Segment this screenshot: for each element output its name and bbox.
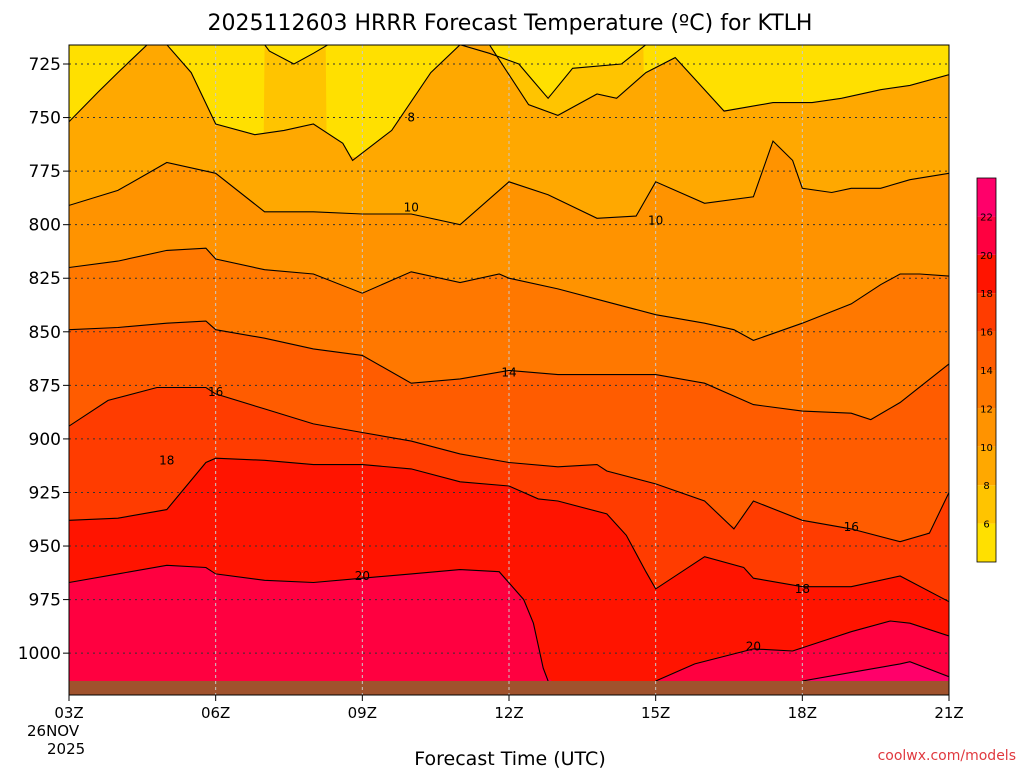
contour-labels: 8 10 10 14 16 18 16 20 18 20 (159, 111, 859, 654)
contour-10C-0 (69, 140, 949, 226)
x-tick-label-03Z: 03Z (54, 704, 83, 722)
y-tick-label-750: 750 (29, 109, 61, 129)
colorbar-band-6-8 (977, 485, 996, 524)
x-tick-label-21Z: 21Z (934, 704, 963, 722)
y-tick-label-875: 875 (29, 376, 61, 396)
y-tick-label-975: 975 (29, 591, 61, 611)
contour-label-4: 16 (208, 385, 223, 399)
colorbar-tick-6: 6 (983, 520, 989, 531)
colorbar-band-8-10 (977, 446, 996, 486)
y-tick-label-900: 900 (29, 430, 61, 450)
band-22C (69, 662, 949, 681)
contour-6C-0 (264, 45, 329, 65)
contour-22C-0 (802, 661, 949, 681)
colorbar-tick-18: 18 (980, 289, 993, 300)
chart-title: 2025112603 HRRR Forecast Temperature (ºC… (208, 11, 813, 36)
contour-label-8: 18 (795, 582, 810, 596)
colorbar-frame (976, 177, 997, 563)
colorbar: 6 8 10 12 14 16 18 20 22 (976, 177, 997, 563)
contour-20C-1 (655, 620, 949, 681)
colorbar-tick-12: 12 (980, 404, 993, 415)
contour-lines (69, 45, 949, 681)
y-tick-label-850: 850 (29, 323, 61, 343)
y-tick-label-725: 725 (29, 55, 61, 75)
contour-label-9: 20 (746, 640, 761, 654)
colorbar-band-10-12 (977, 408, 996, 447)
x-start-date-line1: 26NOV (27, 722, 80, 740)
x-axis: 03Z 06Z 09Z 12Z 15Z 18Z 21Z (54, 695, 964, 722)
x-tick-label-12Z: 12Z (494, 704, 523, 722)
contour-label-1: 10 (404, 201, 419, 215)
contour-8C-0 (69, 45, 949, 162)
colorbar-tick-16: 16 (980, 328, 993, 339)
y-tick-label-950: 950 (29, 537, 61, 557)
x-tick-label-09Z: 09Z (348, 704, 377, 722)
colorbar-tick-14: 14 (980, 366, 993, 377)
x-axis-label: Forecast Time (UTC) (414, 748, 605, 768)
contour-12C-0 (69, 247, 949, 342)
contour-label-5: 18 (159, 453, 174, 467)
x-start-date-line2: 2025 (47, 740, 85, 758)
colorbar-band-18-20 (977, 254, 996, 294)
colorbar-band-16-18 (977, 293, 996, 332)
contour-label-2: 10 (648, 213, 663, 227)
contour-14C-0 (69, 320, 949, 421)
colorbar-tick-20: 20 (980, 251, 993, 262)
colorbar-band-4-6 (977, 523, 996, 562)
colorbar-band-14-16 (977, 331, 996, 370)
contour-label-7: 20 (355, 569, 370, 583)
y-tick-label-800: 800 (29, 216, 61, 236)
y-tick-label-775: 775 (29, 162, 61, 182)
colorbar-tick-10: 10 (980, 443, 993, 454)
contour-label-0: 8 (407, 111, 415, 125)
contour-label-3: 14 (501, 366, 516, 380)
contour-16C-0 (69, 386, 949, 543)
credit-text: coolwx.com/models (878, 748, 1016, 764)
y-tick-label-925: 925 (29, 483, 61, 503)
contour-18C-0 (69, 457, 949, 603)
y-tick-label-1000: 1000 (18, 644, 61, 664)
x-tick-label-15Z: 15Z (641, 704, 670, 722)
colorbar-band-22-24 (977, 178, 996, 217)
contour-label-6: 16 (844, 520, 859, 534)
colorbar-tick-8: 8 (983, 481, 989, 492)
contour-20C-0 (69, 564, 549, 681)
colorbar-band-20-22 (977, 216, 996, 255)
y-tick-label-825: 825 (29, 269, 61, 289)
x-tick-label-18Z: 18Z (788, 704, 817, 722)
colorbar-tick-22: 22 (980, 212, 993, 223)
contour-6C-1 (459, 45, 647, 100)
y-axis: 725 750 775 800 825 850 875 900 925 950 975 1000 (18, 55, 69, 664)
x-tick-label-06Z: 06Z (201, 704, 230, 722)
colorbar-band-12-14 (977, 370, 996, 409)
